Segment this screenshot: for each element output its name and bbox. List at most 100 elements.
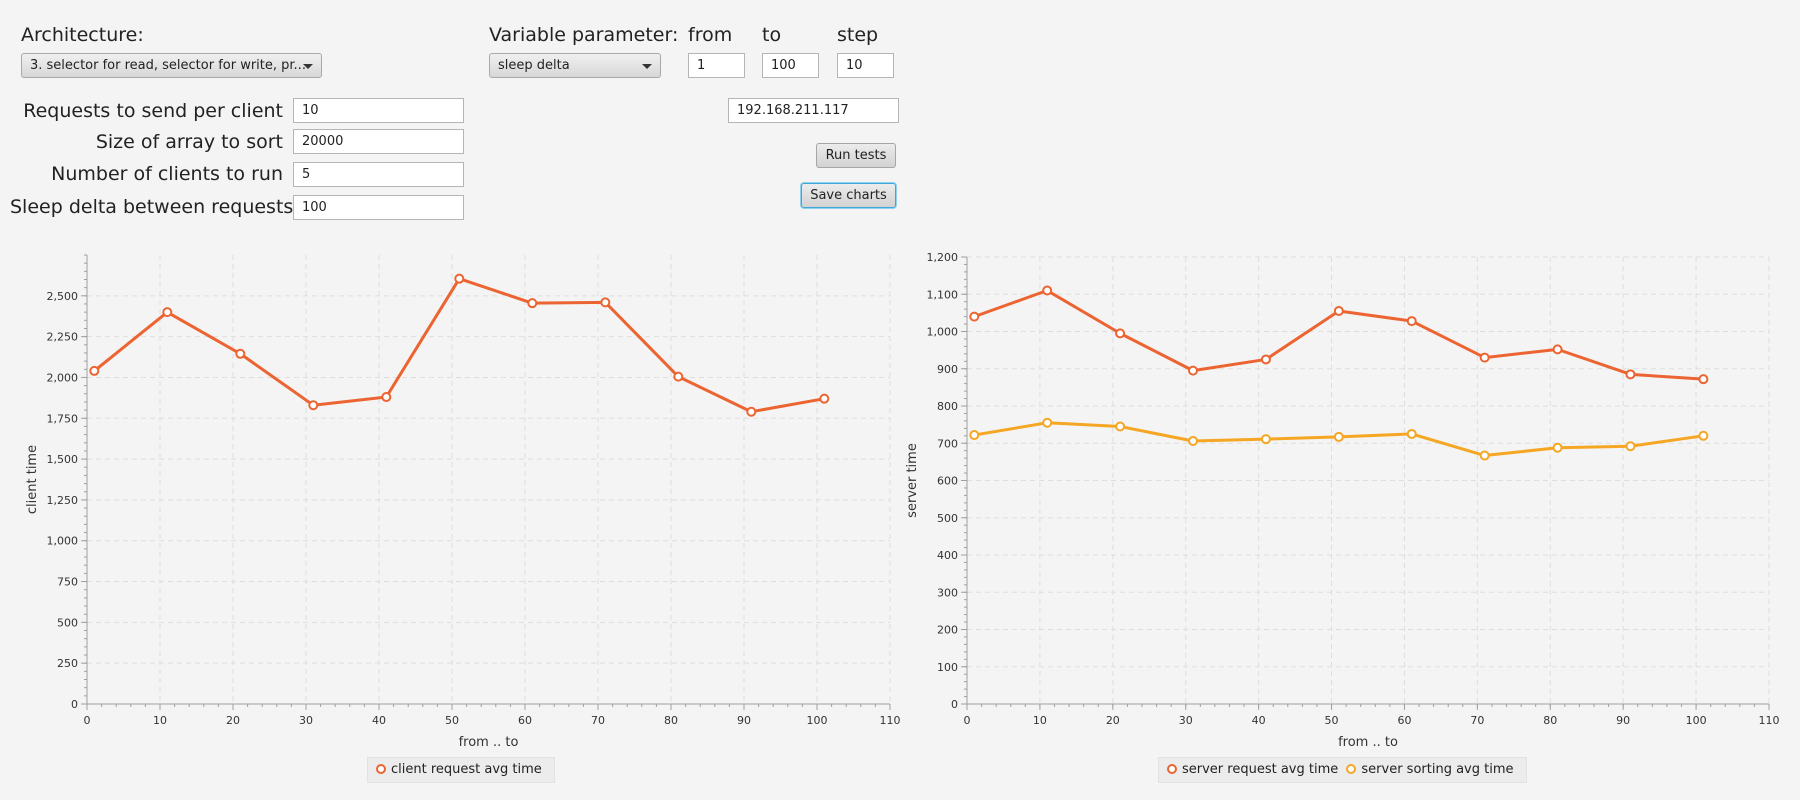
y-tick-label: 1,000 — [927, 326, 959, 339]
to-input[interactable]: 100 — [762, 53, 819, 78]
series-marker-icon — [1167, 764, 1177, 774]
requests-per-client-label: Requests to send per client — [23, 100, 283, 122]
x-axis-label: from .. to — [1338, 735, 1398, 750]
y-tick-label: 2,250 — [47, 331, 79, 344]
clients-count-input[interactable]: 5 — [293, 162, 464, 187]
data-point — [600, 297, 611, 308]
data-point — [381, 392, 392, 403]
data-point — [235, 348, 246, 359]
x-tick-label: 20 — [226, 714, 240, 727]
data-point — [1115, 328, 1126, 339]
y-tick-label: 500 — [57, 616, 78, 629]
x-tick-label: 80 — [1543, 714, 1557, 727]
architecture-select[interactable]: 3. selector for read, selector for write… — [21, 53, 322, 78]
server-chart-legend: server request avg time server sorting a… — [1158, 757, 1527, 783]
requests-per-client-input[interactable]: 10 — [293, 98, 464, 123]
data-point — [1333, 431, 1344, 442]
y-tick-label: 1,750 — [47, 412, 79, 425]
y-tick-label: 0 — [951, 698, 958, 711]
x-tick-label: 60 — [518, 714, 532, 727]
data-point — [1479, 352, 1490, 363]
x-tick-label: 40 — [372, 714, 386, 727]
legend-item-server-sorting: server sorting avg time — [1346, 762, 1514, 777]
save-charts-button[interactable]: Save charts — [801, 183, 896, 208]
x-tick-label: 30 — [299, 714, 313, 727]
data-point — [1188, 436, 1199, 447]
y-tick-label: 1,100 — [927, 288, 959, 301]
x-tick-label: 70 — [591, 714, 605, 727]
y-tick-label: 800 — [937, 400, 958, 413]
chevron-down-icon — [642, 64, 652, 69]
data-point — [819, 393, 830, 404]
y-tick-label: 0 — [71, 698, 78, 711]
sleep-delta-label: Sleep delta between requests — [10, 196, 294, 218]
from-label: from — [688, 24, 733, 46]
y-tick-label: 250 — [57, 657, 78, 670]
x-tick-label: 90 — [737, 714, 751, 727]
data-point — [1042, 285, 1053, 296]
x-tick-label: 0 — [964, 714, 971, 727]
x-tick-label: 100 — [1686, 714, 1707, 727]
chevron-down-icon — [303, 64, 313, 69]
y-tick-label: 400 — [937, 549, 958, 562]
data-point — [1406, 316, 1417, 327]
from-input[interactable]: 1 — [688, 53, 745, 78]
x-tick-label: 50 — [445, 714, 459, 727]
variable-parameter-value: sleep delta — [498, 58, 570, 73]
data-point — [746, 406, 757, 417]
series-marker-icon — [1346, 764, 1357, 774]
y-tick-label: 900 — [937, 363, 958, 376]
array-size-input[interactable]: 20000 — [293, 129, 464, 154]
y-tick-label: 200 — [937, 624, 958, 637]
y-tick-label: 300 — [937, 586, 958, 599]
y-tick-label: 1,000 — [47, 535, 79, 548]
x-tick-label: 60 — [1397, 714, 1411, 727]
legend-label: server request avg time — [1182, 762, 1339, 777]
data-point — [1406, 428, 1417, 439]
data-point — [1188, 365, 1199, 376]
x-tick-label: 0 — [84, 714, 91, 727]
x-tick-label: 10 — [1033, 714, 1047, 727]
y-tick-label: 2,500 — [47, 290, 79, 303]
y-tick-label: 500 — [937, 512, 958, 525]
data-point — [1333, 306, 1344, 317]
y-tick-label: 2,000 — [47, 371, 79, 384]
y-tick-label: 1,250 — [47, 494, 79, 507]
data-point — [1625, 369, 1636, 380]
legend-item-client-request: client request avg time — [376, 762, 542, 777]
architecture-select-value: 3. selector for read, selector for write… — [30, 58, 306, 73]
data-point — [1625, 441, 1636, 452]
y-axis-label: server time — [905, 443, 920, 518]
variable-parameter-label: Variable parameter: — [489, 24, 679, 46]
x-tick-label: 30 — [1179, 714, 1193, 727]
x-tick-label: 110 — [880, 714, 901, 727]
data-point — [308, 400, 319, 411]
variable-parameter-select[interactable]: sleep delta — [489, 53, 661, 78]
x-tick-label: 100 — [807, 714, 828, 727]
x-tick-label: 70 — [1470, 714, 1484, 727]
y-tick-label: 100 — [937, 661, 958, 674]
sleep-delta-input[interactable]: 100 — [293, 195, 464, 220]
data-point — [969, 430, 980, 441]
y-tick-label: 600 — [937, 475, 958, 488]
x-axis-label: from .. to — [459, 735, 519, 750]
data-point — [673, 371, 684, 382]
data-point — [454, 273, 465, 284]
architecture-label: Architecture: — [21, 24, 144, 46]
data-point — [1552, 442, 1563, 453]
data-point — [1552, 344, 1563, 355]
data-point — [1115, 421, 1126, 432]
run-tests-button[interactable]: Run tests — [816, 143, 896, 168]
y-tick-label: 1,200 — [927, 251, 959, 264]
plot-area — [87, 255, 890, 704]
data-point — [1260, 434, 1271, 445]
data-point — [162, 307, 173, 318]
y-tick-label: 750 — [57, 576, 78, 589]
x-tick-label: 90 — [1616, 714, 1630, 727]
series-marker-icon — [376, 764, 386, 774]
data-point — [1042, 417, 1053, 428]
step-input[interactable]: 10 — [837, 53, 894, 78]
x-tick-label: 10 — [153, 714, 167, 727]
server-ip-input[interactable]: 192.168.211.117 — [728, 98, 899, 123]
x-tick-label: 110 — [1759, 714, 1780, 727]
